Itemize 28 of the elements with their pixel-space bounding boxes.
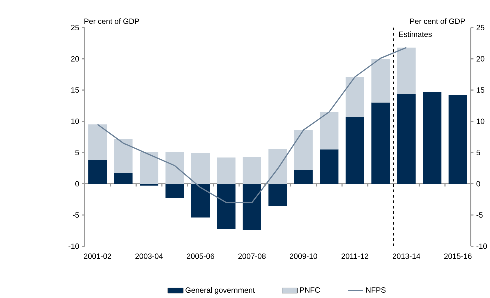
bar: [372, 59, 390, 103]
bar: [423, 92, 442, 184]
bar: [191, 154, 210, 184]
bar: [448, 95, 468, 184]
bar: [191, 184, 210, 218]
line-series: [97, 47, 408, 204]
bar: [320, 112, 339, 150]
bar: [114, 139, 133, 174]
bar: [114, 174, 133, 184]
bar: [140, 152, 159, 184]
bar: [88, 124, 108, 160]
bar: [217, 184, 236, 230]
bar: [346, 117, 364, 184]
bar: [294, 130, 313, 170]
bar: [217, 158, 236, 184]
bar: [242, 157, 262, 184]
bar: [268, 149, 288, 184]
bar: [166, 152, 184, 184]
bar: [166, 184, 184, 199]
bar: [397, 48, 416, 94]
bar: [88, 160, 108, 184]
bar: [372, 102, 390, 184]
bar: [268, 184, 288, 207]
bar: [346, 77, 364, 118]
bar: [242, 184, 262, 230]
bar: [294, 170, 313, 184]
bar: [320, 150, 339, 184]
bar: [397, 94, 416, 184]
